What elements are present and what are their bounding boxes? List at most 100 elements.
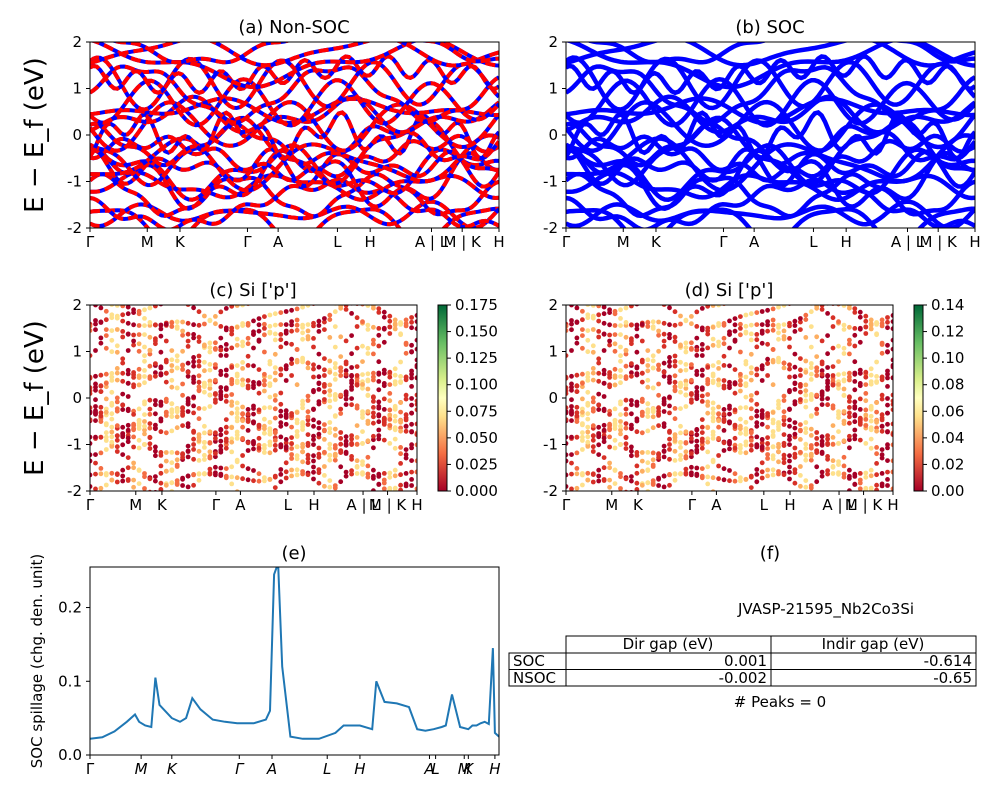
band-point <box>327 478 333 483</box>
band-point <box>721 466 727 472</box>
band-point <box>678 423 683 429</box>
band-point <box>699 367 705 373</box>
band-point <box>327 358 333 364</box>
band-point <box>207 455 213 461</box>
band-point <box>294 434 300 439</box>
band-point <box>803 484 809 490</box>
band-point <box>311 283 316 288</box>
band-point <box>847 337 852 343</box>
band-point <box>683 471 689 477</box>
band-point <box>338 479 344 485</box>
band-point <box>272 406 278 412</box>
band-point <box>90 405 93 411</box>
band-point <box>819 442 825 448</box>
band-point <box>316 381 322 387</box>
band-point <box>618 442 623 447</box>
band-point <box>169 450 175 455</box>
band-point <box>174 425 180 431</box>
band-point <box>569 327 574 333</box>
band-point <box>332 413 338 418</box>
band-point <box>387 324 393 330</box>
band-point <box>371 405 376 410</box>
band-point <box>814 334 820 340</box>
band-point <box>885 319 890 325</box>
band-point <box>601 380 607 386</box>
band-point <box>874 482 879 488</box>
band-line <box>566 77 975 128</box>
band-point <box>125 394 131 399</box>
band-point <box>716 463 721 469</box>
y-tick-label: 1 <box>72 80 82 98</box>
band-point <box>338 354 344 359</box>
band-point <box>863 374 869 380</box>
band-point <box>109 477 115 483</box>
band-point <box>781 328 787 334</box>
band-point <box>792 445 798 451</box>
y-tick-label: -2 <box>67 482 82 500</box>
band-point <box>748 351 754 357</box>
band-point <box>229 381 235 387</box>
band-point <box>825 471 830 477</box>
band-point <box>349 378 354 384</box>
band-point <box>645 324 651 329</box>
band-point <box>727 478 732 484</box>
band-point <box>792 387 798 392</box>
band-point <box>114 370 120 376</box>
band-point <box>732 367 738 372</box>
band-point <box>185 360 191 366</box>
band-point <box>338 436 344 441</box>
band-point <box>322 367 327 373</box>
band-point <box>180 300 185 305</box>
band-point <box>343 368 349 374</box>
band-point <box>634 480 640 486</box>
band-point <box>354 458 360 464</box>
band-point <box>256 435 262 441</box>
band-point <box>316 318 322 324</box>
band-point <box>322 283 327 288</box>
band-point <box>256 316 262 321</box>
band-point <box>885 483 890 488</box>
x-tick-label: H <box>887 496 898 514</box>
band-point <box>857 396 863 402</box>
band-point <box>354 345 360 351</box>
x-tick-label: H <box>841 233 852 251</box>
colorbar-tick-label: 0.12 <box>931 323 964 341</box>
band-line <box>111 42 499 65</box>
band-point <box>580 384 585 390</box>
band-point <box>169 460 175 466</box>
band-point <box>202 406 207 411</box>
band-point <box>580 371 585 377</box>
band-point <box>874 418 879 423</box>
band-point <box>738 430 743 436</box>
band-point <box>716 418 721 424</box>
band-point <box>857 339 863 345</box>
band-point <box>863 487 869 491</box>
band-line <box>566 42 975 68</box>
band-point <box>710 373 716 379</box>
band-point <box>629 426 634 432</box>
band-point <box>590 449 596 454</box>
band-point <box>180 423 186 428</box>
band-point <box>738 321 743 327</box>
band-point <box>618 500 623 505</box>
band-point <box>234 429 240 435</box>
band-point <box>863 318 869 324</box>
band-point <box>131 332 137 338</box>
band-point <box>125 408 131 414</box>
band-point <box>863 398 869 404</box>
band-point <box>566 484 569 489</box>
band-point <box>398 487 403 491</box>
band-point <box>272 430 278 436</box>
band-point <box>765 435 770 440</box>
band-point <box>639 468 645 474</box>
colorbar-tick-label: 0.150 <box>455 323 498 341</box>
band-point <box>868 317 874 323</box>
band-point <box>120 305 126 309</box>
band-point <box>360 382 365 387</box>
band-point <box>748 311 754 317</box>
band-point <box>825 311 830 316</box>
band-point <box>207 440 213 446</box>
table-col-indir-gap: Indir gap (eV) <box>822 635 925 653</box>
band-point <box>672 339 678 344</box>
band-point <box>311 469 316 475</box>
